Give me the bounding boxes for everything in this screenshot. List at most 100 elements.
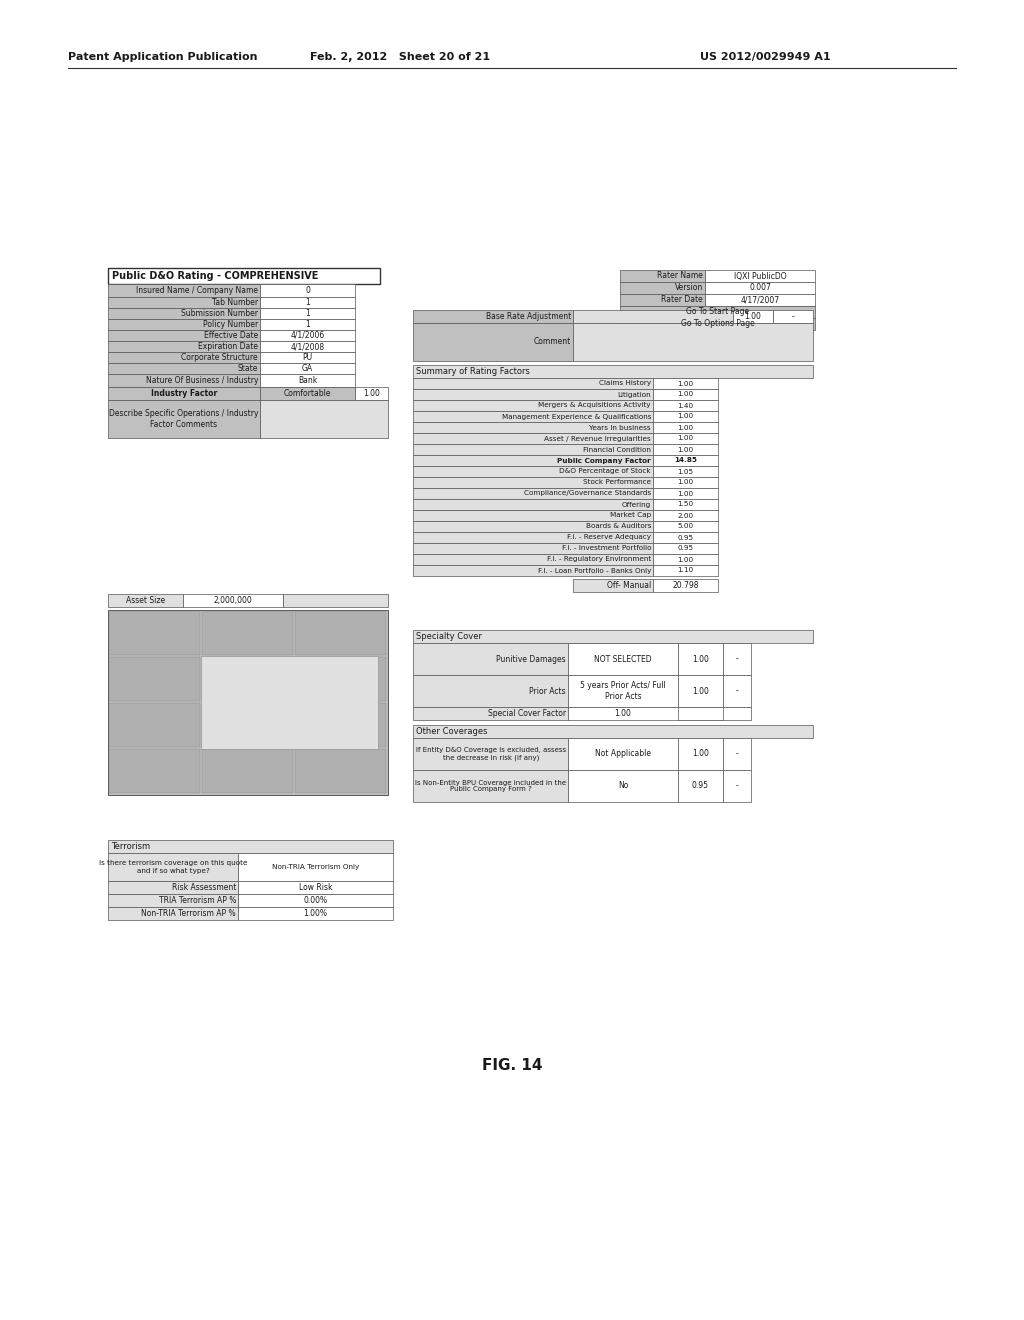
Text: Industry Factor: Industry Factor — [151, 389, 217, 399]
Bar — [653, 532, 718, 543]
Bar — [413, 310, 573, 323]
Bar — [202, 657, 293, 701]
Bar — [238, 853, 393, 880]
Text: -: - — [735, 655, 738, 664]
Text: Feb. 2, 2012   Sheet 20 of 21: Feb. 2, 2012 Sheet 20 of 21 — [310, 51, 490, 62]
Bar — [413, 389, 653, 400]
Text: Not Applicable: Not Applicable — [595, 750, 651, 759]
Bar — [202, 704, 293, 747]
Bar — [620, 271, 705, 282]
Text: Asset Size: Asset Size — [126, 597, 165, 605]
Bar — [413, 543, 653, 554]
Bar — [413, 521, 653, 532]
Bar — [653, 499, 718, 510]
Bar — [238, 880, 393, 894]
Bar — [108, 363, 260, 374]
Bar — [413, 770, 568, 803]
Text: Offering: Offering — [622, 502, 651, 507]
Text: -: - — [735, 781, 738, 791]
Text: 1: 1 — [305, 298, 310, 308]
Bar — [653, 488, 718, 499]
Bar — [620, 294, 705, 306]
Bar — [678, 708, 723, 719]
Text: Specialty Cover: Specialty Cover — [416, 632, 482, 642]
Bar — [413, 488, 653, 499]
Bar — [260, 400, 388, 438]
Bar — [109, 611, 200, 655]
Bar — [201, 656, 378, 748]
Text: FIG. 14: FIG. 14 — [481, 1057, 543, 1072]
Bar — [413, 554, 653, 565]
Bar — [620, 318, 815, 330]
Bar — [108, 907, 238, 920]
Bar — [108, 594, 183, 607]
Text: Version: Version — [675, 284, 703, 293]
Bar — [723, 643, 751, 675]
Text: Financial Condition: Financial Condition — [583, 446, 651, 453]
Bar — [678, 770, 723, 803]
Text: Litigation: Litigation — [617, 392, 651, 397]
Bar — [705, 294, 815, 306]
Text: 1.00: 1.00 — [678, 425, 693, 430]
Text: F.I. - Regulatory Environment: F.I. - Regulatory Environment — [547, 557, 651, 562]
Bar — [260, 363, 355, 374]
Text: 2,000,000: 2,000,000 — [214, 597, 252, 605]
Bar — [653, 477, 718, 488]
Bar — [653, 466, 718, 477]
Bar — [108, 330, 260, 341]
Text: Public Company Factor: Public Company Factor — [557, 458, 651, 463]
Bar — [260, 330, 355, 341]
Text: Terrorism: Terrorism — [111, 842, 151, 851]
Bar — [109, 704, 200, 747]
Bar — [413, 455, 653, 466]
Bar — [413, 400, 653, 411]
Text: 1: 1 — [305, 319, 310, 329]
Text: 0: 0 — [305, 286, 310, 294]
Text: US 2012/0029949 A1: US 2012/0029949 A1 — [700, 51, 830, 62]
Text: Submission Number: Submission Number — [181, 309, 258, 318]
Bar — [678, 643, 723, 675]
Bar — [108, 341, 260, 352]
Text: Asset / Revenue Irregularities: Asset / Revenue Irregularities — [544, 436, 651, 441]
Text: 0.95: 0.95 — [678, 535, 693, 540]
Text: Corporate Structure: Corporate Structure — [181, 352, 258, 362]
Bar — [413, 477, 653, 488]
Text: Effective Date: Effective Date — [204, 331, 258, 341]
Text: Rater Date: Rater Date — [662, 296, 703, 305]
Bar — [413, 565, 653, 576]
Text: Comment: Comment — [534, 338, 571, 346]
Bar — [413, 643, 568, 675]
Text: 1.00: 1.00 — [678, 392, 693, 397]
Bar — [108, 374, 260, 387]
Text: 14.85: 14.85 — [674, 458, 697, 463]
Text: If Entity D&O Coverage is excluded, assess
the decrease in risk (if any): If Entity D&O Coverage is excluded, asse… — [416, 747, 566, 760]
Text: 1.00: 1.00 — [678, 436, 693, 441]
Text: Non-TRIA Terrorism AP %: Non-TRIA Terrorism AP % — [141, 909, 236, 917]
Bar — [260, 319, 355, 330]
Bar — [653, 579, 718, 591]
Text: Management Experience & Qualifications: Management Experience & Qualifications — [502, 413, 651, 420]
Text: TRIA Terrorism AP %: TRIA Terrorism AP % — [159, 896, 236, 906]
Bar — [238, 894, 393, 907]
Text: 4/1/2006: 4/1/2006 — [291, 331, 325, 341]
Text: 1.00: 1.00 — [692, 686, 709, 696]
Text: 1.00: 1.00 — [744, 312, 762, 321]
Text: Insured Name / Company Name: Insured Name / Company Name — [136, 286, 258, 294]
Bar — [653, 433, 718, 444]
Bar — [653, 521, 718, 532]
Bar — [260, 374, 355, 387]
Bar — [723, 770, 751, 803]
Bar — [568, 738, 678, 770]
Bar — [295, 611, 386, 655]
Bar — [568, 708, 751, 719]
Bar — [295, 657, 386, 701]
Text: 1.00: 1.00 — [678, 557, 693, 562]
Text: 0.007: 0.007 — [750, 284, 771, 293]
Text: Describe Specific Operations / Industry
Factor Comments: Describe Specific Operations / Industry … — [110, 409, 259, 429]
Text: F.I. - Loan Portfolio - Banks Only: F.I. - Loan Portfolio - Banks Only — [538, 568, 651, 573]
Bar — [723, 738, 751, 770]
Bar — [108, 880, 238, 894]
Text: 1.00: 1.00 — [364, 389, 380, 399]
Text: Rater Name: Rater Name — [657, 272, 703, 281]
Text: Policy Number: Policy Number — [203, 319, 258, 329]
